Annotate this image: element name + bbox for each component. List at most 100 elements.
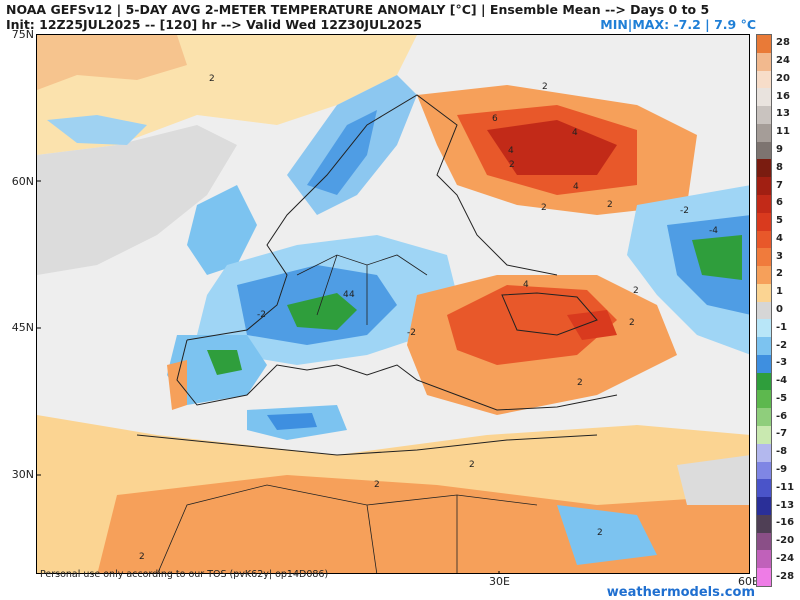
legend-swatch	[757, 390, 771, 409]
legend-swatch	[757, 248, 771, 267]
legend-label: 6	[776, 197, 783, 209]
contour-label: 2	[469, 460, 475, 470]
brand-link[interactable]: weathermodels.com	[606, 585, 755, 600]
alps-cold-core	[287, 293, 357, 330]
legend-label: -8	[776, 446, 788, 458]
legend-label: 3	[776, 250, 783, 262]
map-title: NOAA GEFSv12 | 5-DAY AVG 2-METER TEMPERA…	[6, 2, 709, 32]
tos-notice: Personal use only according to our TOS (…	[40, 569, 329, 580]
legend-label: -7	[776, 428, 788, 440]
mediterranean-coast-path	[176, 339, 618, 411]
contour-label: 2	[541, 203, 547, 213]
legend-swatch	[757, 106, 771, 125]
contour-label: 2	[139, 552, 145, 562]
legend-label: 28	[776, 37, 790, 49]
contour-label: 4	[349, 290, 355, 300]
contour-label: 2	[577, 378, 583, 388]
anomaly-map[interactable]: 2 2 2 2 4 6 4 4 2 4 -2 4 2 2 -2 -4 4 2 2…	[36, 34, 750, 574]
legend-swatch	[757, 568, 771, 587]
legend-label: 1	[776, 286, 783, 298]
black-sea-hot-core	[567, 310, 617, 340]
contour-label: 2	[374, 480, 380, 490]
africa-borders	[157, 484, 538, 573]
legend-swatch	[757, 408, 771, 427]
legend-swatch	[757, 337, 771, 356]
black-sea-outline	[501, 292, 598, 336]
contour-label: 2	[597, 528, 603, 538]
legend-label: -20	[776, 535, 795, 547]
balkans-hot-area	[447, 285, 617, 365]
legend-label: -24	[776, 552, 795, 564]
legend-label: 9	[776, 144, 783, 156]
contour-label: 4	[572, 128, 578, 138]
legend-swatch	[757, 497, 771, 516]
legend-swatch	[757, 123, 771, 143]
legend-swatch	[757, 426, 771, 445]
contour-label: 4	[523, 280, 529, 290]
contour-label: 2	[209, 74, 215, 84]
africa-coast-path	[136, 434, 598, 456]
legend-swatch	[757, 35, 771, 54]
contour-label: 4	[343, 290, 349, 300]
legend-swatch	[757, 212, 771, 231]
contour-label: 2	[633, 286, 639, 296]
nw-russia-hot-core	[487, 120, 617, 175]
iran-neutral-patch	[677, 455, 749, 505]
legend-swatch	[757, 532, 771, 551]
legend-label: 11	[776, 126, 790, 138]
legend-label: -9	[776, 463, 788, 475]
contour-label: 6	[492, 114, 498, 124]
contour-label: 2	[509, 160, 515, 170]
north-africa-cold-core	[267, 413, 317, 430]
title-line-1: NOAA GEFSv12 | 5-DAY AVG 2-METER TEMPERA…	[6, 2, 710, 17]
north-warm-patch	[37, 35, 187, 90]
legend-swatch	[757, 479, 771, 498]
legend-label: 2	[776, 268, 783, 280]
legend-label: -5	[776, 392, 788, 404]
legend-label: -16	[776, 517, 795, 529]
legend-swatch	[757, 283, 771, 303]
atlantic-neutral-area	[37, 125, 237, 275]
contour-label: -2	[680, 206, 689, 216]
map-canvas: 2 2 2 2 4 6 4 4 2 4 -2 4 2 2 -2 -4 4 2 2…	[37, 35, 749, 573]
contour-label: -4	[709, 226, 718, 236]
legend-swatch	[757, 372, 771, 391]
contour-label: -2	[407, 328, 416, 338]
legend-label: -11	[776, 481, 795, 493]
lat-label-60n: 60N	[11, 175, 34, 188]
legend-swatch	[757, 514, 771, 534]
atlantic-cool-patch	[47, 115, 147, 145]
legend-swatch	[757, 52, 771, 72]
lon-label-60e: 60E	[738, 575, 759, 588]
scandinavia-cold-core	[307, 110, 377, 195]
legend-label: -28	[776, 570, 795, 582]
legend-label: 7	[776, 179, 783, 191]
contour-label: -2	[257, 310, 266, 320]
legend-label: -2	[776, 339, 788, 351]
legend-label: 24	[776, 55, 790, 67]
legend-label: 8	[776, 161, 783, 173]
coastline-path	[186, 94, 558, 341]
lat-label-75n: 75N	[11, 28, 34, 41]
lon-label-30e: 30E	[489, 575, 510, 588]
legend-swatch	[757, 70, 771, 89]
contour-label: 4	[508, 146, 514, 156]
legend-swatch	[757, 550, 771, 569]
contour-label: 2	[629, 318, 635, 328]
legend-swatch	[757, 319, 771, 338]
legend-label: 5	[776, 215, 783, 227]
legend-swatch	[757, 194, 771, 214]
legend-swatch	[757, 266, 771, 285]
legend-label: -3	[776, 357, 788, 369]
legend-swatch	[757, 354, 771, 374]
legend-label: 4	[776, 232, 783, 244]
country-borders	[296, 254, 428, 325]
legend-swatch	[757, 230, 771, 249]
legend-label: -13	[776, 499, 795, 511]
legend-swatch	[757, 443, 771, 463]
legend-label: -4	[776, 375, 788, 387]
lat-label-30n: 30N	[11, 468, 34, 481]
contour-label: 2	[607, 200, 613, 210]
legend-label: 13	[776, 108, 790, 120]
legend-label: 0	[776, 304, 783, 315]
